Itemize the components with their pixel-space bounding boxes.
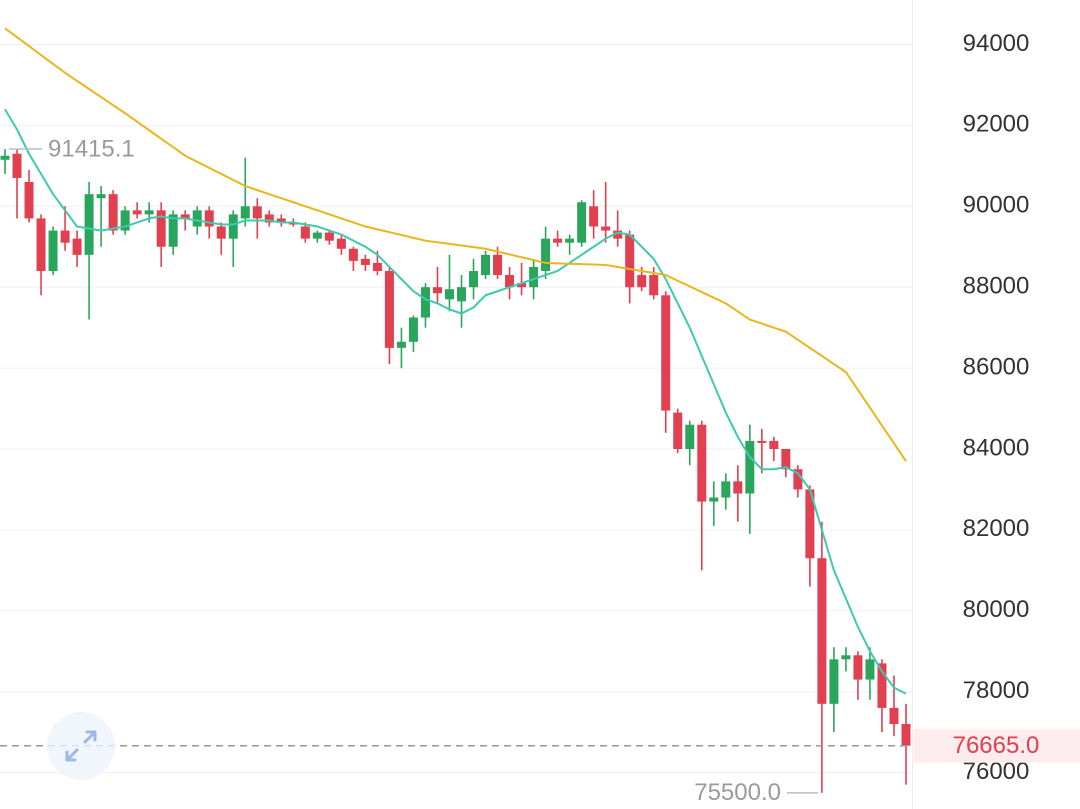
candle-body [132,210,142,215]
candle-body [733,481,743,494]
candle-body [829,659,839,704]
expand-button[interactable] [47,712,115,780]
y-tick-label: 82000 [963,515,1030,542]
candle-body [565,238,575,243]
candle-body [457,287,467,302]
candle-body [649,275,659,296]
candle-body [757,440,767,443]
candle-body [577,202,587,243]
candle-body [348,248,358,261]
candle-body [12,153,22,178]
candle-body [432,287,442,294]
candle-body [384,271,394,348]
candle-body [601,226,611,231]
candle-body [637,275,647,288]
moving-average-line [4,27,907,462]
candles [0,149,911,793]
candle-body [96,194,106,199]
candle-body [505,275,515,288]
y-tick-label: 78000 [963,677,1030,704]
y-tick-label: 94000 [963,30,1030,57]
candle-body [240,206,250,219]
candle-body [444,289,454,300]
candle-body [709,497,719,502]
low-marker-label: 75500.0 [694,779,781,806]
candle-body [420,287,430,318]
candle-body [541,238,551,272]
candle-body [517,283,527,288]
last-price-label: 76665.0 [953,732,1040,759]
candle-body [841,655,851,660]
candle-body [252,206,262,219]
candle-body [408,317,418,342]
candle-body [817,558,827,704]
candle-body [324,232,334,241]
candle-body [793,469,803,490]
y-tick-label: 88000 [963,273,1030,300]
candle-body [877,663,887,708]
candle-body [625,234,635,288]
candle-body [228,214,238,239]
candle-body [204,210,214,227]
candle-body [805,489,815,559]
expand-button-bg[interactable] [47,712,115,780]
candle-body [372,262,382,272]
candle-body [24,182,34,219]
y-tick-label: 92000 [963,111,1030,138]
candle-body [481,254,491,276]
candle-body [613,230,623,239]
candle-body [48,230,58,272]
candle-body [36,218,46,272]
candle-body [156,210,166,247]
moving-average-line [4,108,907,695]
candle-body [216,226,226,239]
candle-body [865,659,875,680]
candle-body [168,214,178,247]
expand-icon[interactable] [65,730,97,762]
candle-body [721,481,731,498]
last-price-box [914,728,1080,763]
y-tick-label: 84000 [963,434,1030,461]
y-tick-label: 86000 [963,353,1030,380]
candle-body [396,341,406,348]
candle-body [120,210,130,231]
candle-body [180,214,190,219]
candle-body [529,266,539,288]
candle-body [264,214,274,223]
candle-body [493,254,503,276]
candle-body [769,440,779,449]
candle-body [192,210,202,227]
candle-body [553,238,563,243]
candle-body [697,424,707,502]
candle-body [781,448,791,470]
y-tick-label: 80000 [963,596,1030,623]
high-marker-label: 91415.1 [48,135,135,162]
candle-body [673,412,683,449]
candle-body [336,238,346,249]
candle-body [72,238,82,255]
candle-body [685,424,695,449]
y-tick-label: 90000 [963,192,1030,219]
candle-body [144,210,154,215]
candle-body [312,232,322,239]
candle-body [901,724,911,746]
candle-body [745,440,755,494]
candle-body [469,271,479,288]
candle-body [589,206,599,227]
candle-body [84,194,94,255]
candle-body [853,655,863,680]
candle-body [889,707,899,725]
candle-body [300,226,310,239]
candle-body [661,295,671,411]
candle-body [0,155,10,160]
candle-body [276,218,286,223]
candle-body [360,258,370,265]
candle-body [60,230,70,243]
candle-body [108,194,118,231]
